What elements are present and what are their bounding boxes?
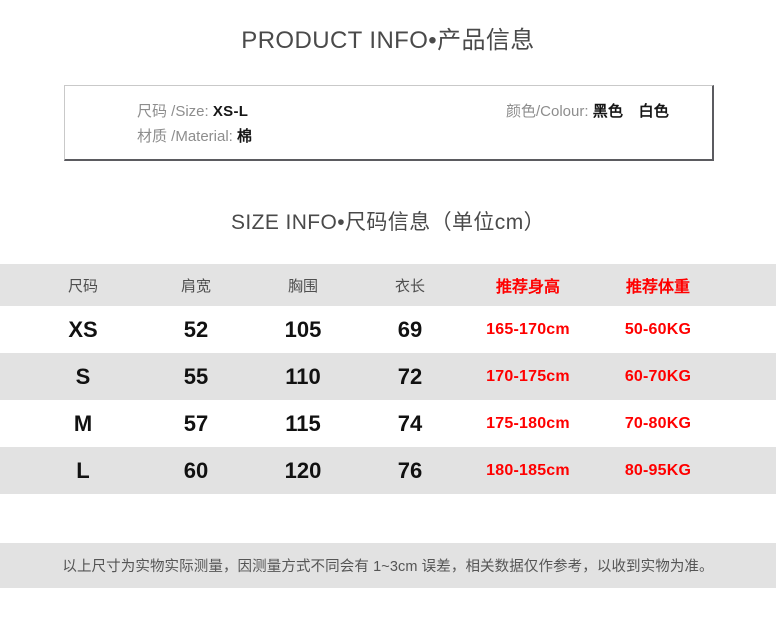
cell-bust: 110 [285, 363, 321, 389]
cell-recommended-height: 175-180cm [486, 414, 570, 432]
cell-recommended-weight: 60-70KG [624, 367, 692, 385]
cell-size: S [75, 363, 91, 389]
material-label: 材质 /Material: [137, 128, 233, 145]
colour-label: 颜色/Colour: [506, 103, 589, 120]
table-row: S 55 110 72 170-175cm 60-70KG [0, 353, 776, 400]
cell-shoulder: 55 [183, 363, 209, 389]
size-value: XS-L [212, 103, 249, 120]
cell-bust: 120 [284, 457, 322, 483]
material-value: 棉 [237, 128, 253, 145]
page-title-size-info: SIZE INFO•尺码信息（单位cm） [230, 211, 546, 234]
column-header-recommended-height: 推荐身高 [495, 279, 560, 296]
footer-note-band: 以上尺寸为实物实际测量，因测量方式不同会有 1~3cm 误差，相关数据仅作参考，… [0, 543, 776, 588]
cell-recommended-height: 165-170cm [486, 320, 570, 338]
column-header-bust: 胸围 [287, 277, 318, 295]
column-header-length: 衣长 [394, 277, 425, 295]
cell-size: L [76, 457, 90, 483]
product-info-box: 尺码 /Size: XS-L 材质 /Material: 棉 颜色/Colour… [64, 85, 714, 161]
cell-size: XS [68, 316, 98, 342]
product-info-material-row: 材质 /Material: 棉 [137, 124, 252, 149]
cell-shoulder: 52 [183, 316, 209, 342]
column-header-shoulder: 肩宽 [180, 277, 211, 295]
page-title-product-info: PRODUCT INFO•产品信息 [241, 27, 535, 54]
cell-recommended-height: 180-185cm [486, 461, 570, 479]
cell-length: 69 [397, 316, 423, 342]
cell-shoulder: 60 [183, 457, 209, 483]
cell-bust: 105 [284, 316, 322, 342]
column-header-size: 尺码 [67, 277, 98, 295]
cell-bust: 115 [285, 410, 321, 436]
table-row: L 60 120 76 180-185cm 80-95KG [0, 447, 776, 494]
table-header-row: 尺码 肩宽 胸围 衣长 推荐身高 推荐体重 [0, 264, 776, 306]
cell-size: M [73, 410, 93, 436]
product-info-size-row: 尺码 /Size: XS-L [137, 99, 252, 124]
product-info-colour-row: 颜色/Colour: 黑色 白色 [506, 99, 669, 124]
cell-recommended-weight: 70-80KG [624, 414, 692, 432]
size-chart-table: 尺码 肩宽 胸围 衣长 推荐身高 推荐体重 XS 52 105 69 165-1… [0, 264, 776, 494]
cell-length: 72 [397, 363, 423, 389]
table-row: M 57 115 74 175-180cm 70-80KG [0, 400, 776, 447]
product-info-left-column: 尺码 /Size: XS-L 材质 /Material: 棉 [137, 99, 252, 149]
size-label: 尺码 /Size: [137, 103, 209, 120]
cell-recommended-weight: 80-95KG [624, 461, 692, 479]
measurement-disclaimer: 以上尺寸为实物实际测量，因测量方式不同会有 1~3cm 误差，相关数据仅作参考，… [62, 559, 714, 575]
cell-length: 74 [397, 410, 423, 436]
cell-shoulder: 57 [183, 410, 209, 436]
cell-recommended-height: 170-175cm [486, 367, 570, 385]
cell-recommended-weight: 50-60KG [624, 320, 692, 338]
cell-length: 76 [397, 457, 423, 483]
colour-value: 黑色 白色 [592, 103, 670, 120]
column-header-recommended-weight: 推荐体重 [625, 279, 690, 296]
table-row: XS 52 105 69 165-170cm 50-60KG [0, 306, 776, 353]
